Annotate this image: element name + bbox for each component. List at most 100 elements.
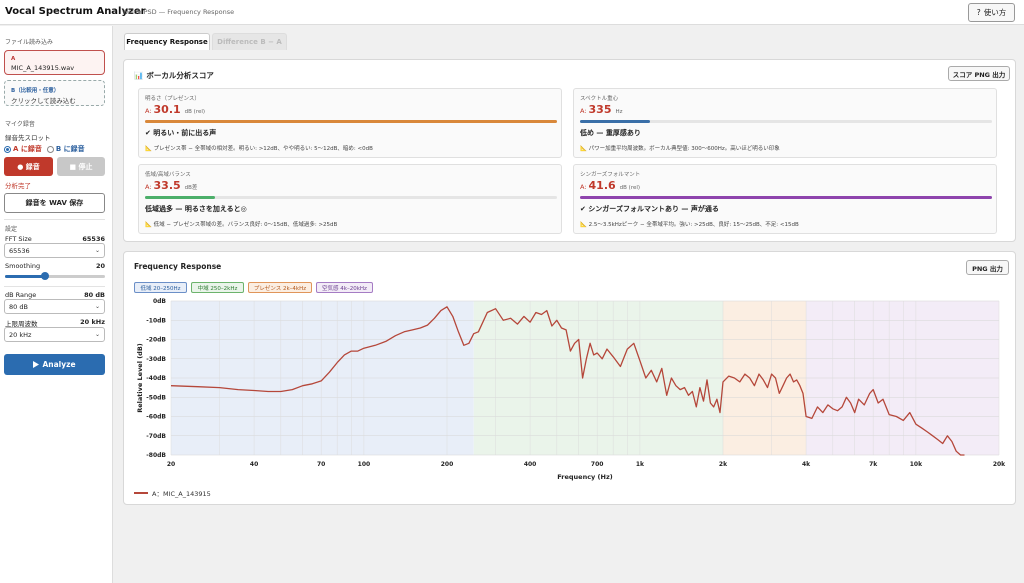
y-axis-title: Relative Level (dB)	[136, 343, 144, 413]
fft-size-select[interactable]: 65536 ⌄	[4, 243, 105, 258]
score-card-value: 41.6	[588, 179, 616, 192]
fft-size-row: FFT Size 65536	[5, 235, 105, 243]
chart-icon: 📊	[134, 71, 144, 80]
score-card-verdict: ✔ 明るい・前に出る声	[145, 129, 217, 137]
score-card-unit: dB差	[184, 185, 198, 191]
legend-label: A：MIC_A_143915	[152, 490, 211, 498]
y-tick-label: -50dB	[146, 394, 166, 401]
score-card-note: 📐 パワー加重平均周波数。ボーカル典型値: 300〜600Hz。高いほど明るい印…	[580, 146, 780, 152]
slider-thumb[interactable]	[41, 272, 49, 280]
file-slot-b-hint: クリックして読み込む	[11, 97, 76, 105]
score-card-verdict: ✔ シンガーズフォルマントあり — 声が通る	[580, 205, 719, 213]
score-card-unit: dB (rel)	[184, 109, 206, 115]
slider-fill	[5, 275, 45, 278]
score-title-text: ボーカル分析スコア	[146, 71, 214, 80]
png-export-button[interactable]: PNG 出力	[966, 260, 1009, 275]
x-tick-label: 700	[591, 461, 604, 468]
score-card-value: 30.1	[153, 103, 181, 116]
play-icon	[33, 361, 40, 368]
score-card-value-row: A: 30.1 dB (rel)	[145, 103, 205, 116]
score-card-bar-fill	[145, 120, 557, 123]
mic-section-label: マイク録音	[5, 121, 35, 128]
score-card-series: A:	[580, 183, 587, 191]
db-range-select[interactable]: 80 dB ⌄	[4, 299, 105, 314]
legend-line-icon	[134, 492, 148, 494]
score-card: シンガーズフォルマント A: 41.6 dB (rel) ✔ シンガーズフォルマントあり…	[573, 164, 997, 234]
score-card-note: 📐 低域 − プレゼンス帯域の差。バランス良好: 0〜15dB、低域過多: >2…	[145, 222, 338, 228]
db-range-value: 80 dB	[84, 291, 105, 299]
upper-freq-row: 上限周波数 20 kHz	[5, 318, 105, 328]
divider	[4, 286, 105, 287]
help-button[interactable]: ? 使い方	[968, 3, 1015, 22]
tab-frequency-response[interactable]: Frequency Response	[124, 33, 210, 50]
app-subtitle: Welch PSD — Frequency Response	[122, 8, 235, 16]
analyze-label: Analyze	[42, 360, 76, 369]
upper-freq-value: 20 kHz	[80, 318, 105, 326]
freq-panel-title: Frequency Response	[134, 262, 222, 271]
score-card-value-row: A: 335 Hz	[580, 103, 623, 116]
file-slot-a-key: A	[11, 56, 16, 62]
x-tick-label: 4k	[802, 461, 811, 468]
y-tick-label: 0dB	[153, 298, 166, 305]
score-card-note: 📐 2.5〜3.5kHzピーク − 全帯域平均。強い: >25dB、良好: 15…	[580, 222, 799, 228]
score-card-value-row: A: 33.5 dB差	[145, 179, 197, 192]
score-card-unit: dB (rel)	[619, 185, 641, 191]
db-range-label: dB Range	[5, 291, 37, 299]
fft-size-selected: 65536	[9, 246, 30, 255]
slot-b-radio[interactable]: B に録音	[46, 144, 85, 154]
score-card: スペクトル重心 A: 335 Hz 低め — 重厚感あり 📐 パワー加重平均周波数。ボーカ…	[573, 88, 997, 158]
chart-legend: A：MIC_A_143915	[134, 488, 211, 498]
band-chip: 中域 250–2kHz	[191, 282, 244, 293]
x-tick-label: 100	[358, 461, 371, 468]
settings-section-label: 設定	[5, 226, 18, 233]
score-card-series: A:	[145, 183, 152, 191]
score-panel-title: 📊 ボーカル分析スコア	[134, 70, 214, 81]
file-slot-b[interactable]: B（比較用・任意） クリックして読み込む	[4, 80, 105, 106]
score-export-button[interactable]: スコア PNG 出力	[948, 66, 1010, 81]
y-tick-label: -60dB	[146, 414, 166, 421]
score-card-name: 低域/高域バランス	[145, 172, 191, 178]
y-tick-label: -70dB	[146, 433, 166, 440]
slot-a-label: A に録音	[13, 145, 42, 153]
x-tick-label: 400	[524, 461, 537, 468]
score-card-value: 33.5	[153, 179, 181, 192]
y-tick-label: -80dB	[146, 452, 166, 459]
score-card-name: シンガーズフォルマント	[580, 172, 641, 178]
db-range-selected: 80 dB	[9, 302, 28, 311]
score-card-name: 明るさ（プレゼンス）	[145, 96, 200, 102]
score-card-verdict: 低域過多 — 明るさを加えると◎	[145, 205, 247, 213]
score-card-value: 335	[588, 103, 612, 116]
smoothing-slider[interactable]	[5, 272, 105, 280]
score-card-bar-fill	[580, 120, 651, 123]
x-tick-label: 7k	[869, 461, 878, 468]
band-chip: プレゼンス 2k–4kHz	[248, 282, 312, 293]
x-tick-label: 40	[250, 461, 258, 468]
record-button[interactable]: ● 録音	[4, 157, 53, 176]
x-tick-label: 200	[441, 461, 454, 468]
analyze-button[interactable]: Analyze	[4, 354, 105, 375]
score-card: 低域/高域バランス A: 33.5 dB差 低域過多 — 明るさを加えると◎ 📐 低域 −…	[138, 164, 562, 234]
series-line	[170, 306, 965, 456]
file-slot-a-name: MIC_A_143915.wav	[11, 64, 75, 72]
upper-freq-select[interactable]: 20 kHz ⌄	[4, 327, 105, 342]
slot-a-radio[interactable]: A に録音	[4, 144, 42, 154]
score-card-value-row: A: 41.6 dB (rel)	[580, 179, 640, 192]
app-title: Vocal Spectrum Analyzer	[5, 6, 146, 17]
tab-difference[interactable]: Difference B − A	[212, 33, 287, 50]
band-chip: 低域 20–250Hz	[134, 282, 187, 293]
file-slot-b-key: B（比較用・任意）	[11, 88, 60, 94]
x-tick-label: 10k	[910, 461, 923, 468]
radio-dot-b[interactable]	[46, 145, 54, 153]
fft-size-value: 65536	[82, 235, 105, 243]
chevron-down-icon: ⌄	[94, 331, 100, 338]
slot-label: 録音先スロット	[5, 134, 51, 142]
file-slot-a[interactable]: A MIC_A_143915.wav	[4, 50, 105, 75]
slider-track	[5, 275, 105, 278]
score-card-bar	[580, 120, 992, 123]
stop-button[interactable]: ■ 停止	[57, 157, 105, 176]
x-tick-label: 2k	[719, 461, 728, 468]
save-wav-button[interactable]: 録音を WAV 保存	[4, 193, 105, 213]
score-card-series: A:	[145, 107, 152, 115]
radio-dot-a[interactable]	[4, 145, 11, 153]
score-card-unit: Hz	[615, 109, 623, 115]
